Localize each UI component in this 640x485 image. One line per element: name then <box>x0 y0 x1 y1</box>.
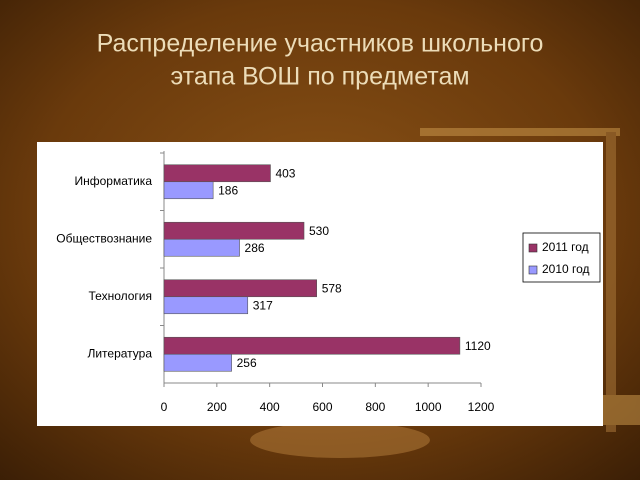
bar <box>163 238 240 257</box>
bar <box>163 336 461 355</box>
legend-label: 2010 год <box>542 262 590 276</box>
data-label: 403 <box>275 166 295 180</box>
x-tick-label: 400 <box>260 400 280 414</box>
data-label: 578 <box>322 281 342 295</box>
x-tick-label: 1200 <box>468 400 495 414</box>
y-tick-label: Технология <box>89 289 153 303</box>
data-label: 186 <box>218 183 238 197</box>
legend-label: 2011 год <box>542 240 589 254</box>
chart-area <box>37 142 603 426</box>
bar <box>163 279 317 298</box>
x-tick-label: 1000 <box>415 400 442 414</box>
data-label: 530 <box>309 224 329 238</box>
data-label: 317 <box>253 298 273 312</box>
legend-swatch <box>528 243 538 253</box>
y-tick-label: Литература <box>87 346 152 360</box>
x-tick-label: 200 <box>207 400 227 414</box>
bar <box>163 353 232 372</box>
title: этапа ВОШ по предметам <box>170 63 469 91</box>
y-tick-label: Информатика <box>74 174 152 188</box>
x-tick-label: 600 <box>312 400 332 414</box>
data-label: 286 <box>245 241 265 255</box>
y-tick-label: Обществознание <box>56 231 152 245</box>
bar <box>163 221 305 240</box>
decoration <box>250 128 640 458</box>
bar <box>163 181 214 200</box>
title: Распределение участников школьного <box>97 30 544 58</box>
bar <box>163 164 271 183</box>
data-label: 256 <box>237 356 257 370</box>
legend-swatch <box>528 265 538 275</box>
bar <box>163 296 249 315</box>
x-tick-label: 0 <box>161 400 168 414</box>
data-label: 1120 <box>465 339 491 353</box>
x-tick-label: 800 <box>365 400 385 414</box>
